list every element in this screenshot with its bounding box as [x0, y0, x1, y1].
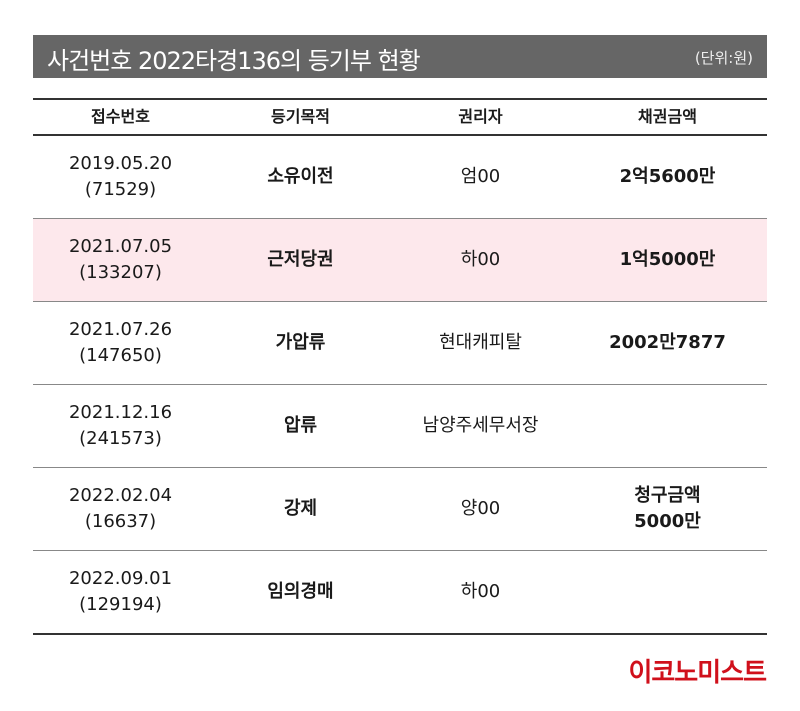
receipt-cell: 2021.07.05 (133207): [33, 234, 208, 286]
purpose-cell: 근저당권: [267, 248, 334, 270]
amount-cell: 1억5000만: [568, 247, 767, 273]
table-row: 2022.09.01 (129194) 임의경매 하00: [33, 551, 767, 633]
receipt-cell: 2019.05.20 (71529): [33, 151, 208, 203]
purpose-cell: 임의경매: [267, 580, 334, 602]
header-amount: 채권금액: [638, 107, 697, 127]
holder-cell: 남양주세무서장: [422, 414, 539, 436]
table-header: 접수번호 등기목적 권리자 채권금액: [33, 100, 767, 136]
receipt-date: 2022.09.01: [68, 567, 173, 589]
purpose-cell: 소유이전: [267, 165, 334, 187]
receipt-cell: 2021.12.16 (241573): [33, 400, 208, 452]
amount-cell: 2002만7877: [568, 330, 767, 356]
amount-line-1: 2002만7877: [609, 331, 726, 353]
receipt-date: 2019.05.20: [68, 152, 173, 174]
receipt-cell: 2022.02.04 (16637): [33, 483, 208, 535]
table-row: 2021.07.26 (147650) 가압류 현대캐피탈 2002만7877: [33, 302, 767, 385]
receipt-number: (16637): [84, 511, 157, 532]
holder-cell: 하00: [460, 248, 501, 270]
purpose-cell: 압류: [283, 414, 318, 436]
amount-cell: 2억5600만: [568, 164, 767, 190]
amount-cell: 청구금액 5000만: [568, 483, 767, 535]
economist-logo: 이코노미스트: [628, 658, 767, 688]
receipt-date: 2022.02.04: [68, 484, 173, 506]
amount-line-1: 1억5000만: [619, 248, 716, 270]
receipt-number: (133207): [79, 262, 162, 283]
title-bar: 사건번호 2022타경136의 등기부 현황 (단위:원): [33, 35, 767, 78]
receipt-number: (129194): [79, 594, 162, 615]
amount-line-1: 2억5600만: [619, 165, 716, 187]
receipt-date: 2021.12.16: [68, 401, 173, 423]
receipt-date: 2021.07.05: [68, 235, 173, 257]
header-purpose: 등기목적: [271, 107, 330, 127]
header-holder: 권리자: [458, 107, 503, 127]
amount-line-1: 청구금액: [634, 484, 701, 506]
table-row: 2021.07.05 (133207) 근저당권 하00 1억5000만: [33, 219, 767, 302]
purpose-cell: 강제: [283, 497, 318, 519]
receipt-cell: 2022.09.01 (129194): [33, 566, 208, 618]
table-row: 2021.12.16 (241573) 압류 남양주세무서장: [33, 385, 767, 468]
holder-cell: 하00: [460, 580, 501, 602]
receipt-number: (71529): [84, 179, 157, 200]
receipt-number: (147650): [79, 345, 162, 366]
holder-cell: 엄00: [460, 165, 501, 187]
registry-table: 접수번호 등기목적 권리자 채권금액 2019.05.20 (71529) 소유이전…: [33, 98, 767, 635]
holder-cell: 양00: [460, 497, 501, 519]
receipt-date: 2021.07.26: [68, 318, 173, 340]
table-row: 2019.05.20 (71529) 소유이전 엄00 2억5600만: [33, 136, 767, 219]
amount-line-2: 5000만: [634, 511, 701, 532]
table-row: 2022.02.04 (16637) 강제 양00 청구금액 5000만: [33, 468, 767, 551]
header-receipt-number: 접수번호: [91, 107, 150, 127]
purpose-cell: 가압류: [275, 331, 326, 353]
receipt-number: (241573): [79, 428, 162, 449]
unit-label: (단위:원): [694, 49, 753, 67]
page-title: 사건번호 2022타경136의 등기부 현황: [47, 47, 421, 75]
receipt-cell: 2021.07.26 (147650): [33, 317, 208, 369]
holder-cell: 현대캐피탈: [439, 331, 522, 353]
